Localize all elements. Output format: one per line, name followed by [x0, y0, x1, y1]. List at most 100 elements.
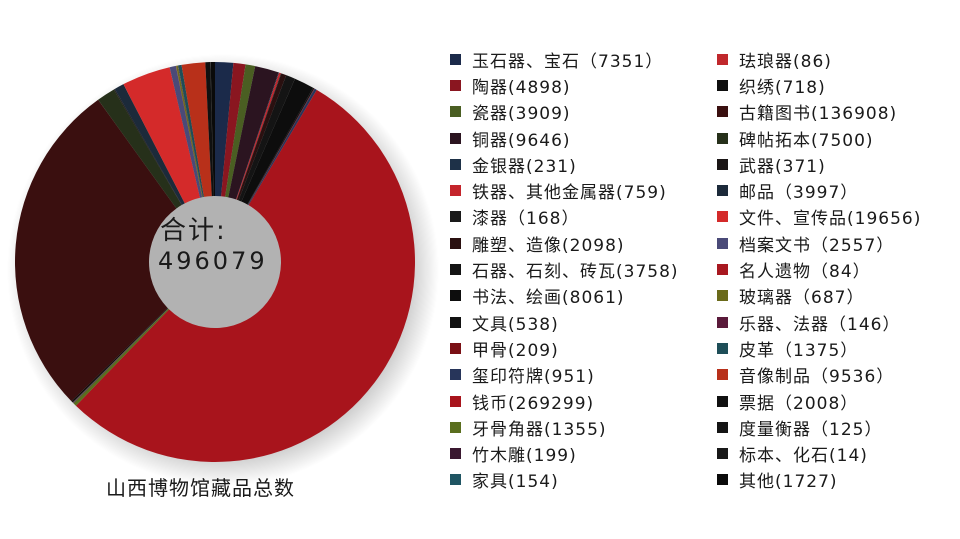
legend-item: 票据（2008）: [717, 388, 921, 414]
pie-slice-15: [73, 308, 170, 406]
pie-slice-30: [181, 62, 212, 197]
pie-slice-14: [75, 89, 416, 463]
legend-label: 度量衡器（125）: [739, 419, 883, 440]
pie-slice-13: [247, 88, 317, 206]
legend-swatch: [450, 237, 461, 249]
legend-swatch: [717, 421, 728, 433]
legend-item: 标本、化石(14): [717, 440, 921, 466]
legend-swatch: [717, 395, 728, 407]
pie-slice-11: [247, 87, 315, 205]
legend-label: 珐琅器(86): [739, 51, 832, 72]
legend-item: 档案文书（2557）: [717, 230, 921, 256]
pie-slice-9: [238, 75, 295, 202]
legend-label: 书法、绘画(8061): [472, 288, 625, 309]
legend-label: 玺印符牌(951): [472, 367, 595, 388]
legend-item: 石器、石刻、砖瓦(3758): [450, 256, 679, 282]
pie-slice-3: [225, 64, 256, 198]
legend-swatch: [450, 421, 461, 433]
legend-item: 音像制品（9536）: [717, 362, 921, 388]
center-total: 496079: [158, 247, 268, 275]
pie-slice-18: [72, 308, 169, 403]
pie-slice-23: [114, 84, 185, 205]
legend-label: 文件、宣传品(19656): [739, 209, 922, 230]
legend-label: 陶器(4898): [472, 77, 571, 98]
legend-item: 名人遗物（84）: [717, 256, 921, 282]
center-label: 合计:: [160, 216, 227, 246]
legend-label: 甲骨(209): [472, 340, 559, 361]
legend-item: 牙骨角器(1355): [450, 414, 679, 440]
legend-label: 皮革（1375）: [739, 340, 859, 361]
legend-item: 玻璃器（687）: [717, 283, 921, 309]
legend-label: 钱币(269299): [472, 393, 595, 414]
legend-item: 邮品（3997）: [717, 177, 921, 203]
legend-swatch: [717, 342, 728, 354]
legend-item: 文件、宣传品(19656): [717, 204, 921, 230]
legend-swatch: [717, 264, 728, 276]
legend-swatch: [450, 264, 461, 276]
pie-slice-12: [247, 88, 315, 205]
legend-label: 名人遗物（84）: [739, 262, 871, 283]
legend-swatch: [450, 448, 461, 460]
legend-item: 钱币(269299): [450, 388, 679, 414]
legend-item: 雕塑、造像(2098): [450, 230, 679, 256]
pie-slice-7: [236, 73, 282, 200]
pie-slice-33: [210, 62, 214, 197]
legend-label: 织绣(718): [739, 77, 826, 98]
pie-slice-2: [221, 62, 246, 197]
legend-item: 文具(538): [450, 309, 679, 335]
legend-label: 票据（2008）: [739, 393, 859, 414]
pie-slice-34: [210, 62, 215, 197]
legend-item: 竹木雕(199): [450, 440, 679, 466]
legend-label: 玻璃器（687）: [739, 288, 865, 309]
legend-item: 铜器(9646): [450, 125, 679, 151]
legend-label: 碑帖拓本(7500): [739, 130, 874, 151]
pie-slice-24: [123, 67, 201, 204]
legend-swatch: [450, 106, 461, 118]
legend-label: 铜器(9646): [472, 130, 571, 151]
pie-slice-28: [177, 65, 203, 198]
legend-label: 武器(371): [739, 156, 826, 177]
pie-slice-4: [228, 66, 279, 200]
legend-swatch: [450, 211, 461, 223]
legend-label: 古籍图书(136908): [739, 104, 898, 125]
chart-title: 山西博物馆藏品总数: [106, 476, 295, 500]
legend-label: 邮品（3997）: [739, 183, 859, 204]
legend-label: 竹木雕(199): [472, 446, 577, 467]
legend-swatch: [450, 474, 461, 486]
legend-label: 石器、石刻、砖瓦(3758): [472, 262, 679, 283]
pie-slice-19: [71, 307, 169, 403]
legend-item: 金银器(231): [450, 151, 679, 177]
pie-slice-27: [176, 65, 203, 198]
legend-swatch: [450, 53, 461, 65]
legend-swatch: [450, 79, 461, 91]
legend-item: 甲骨(209): [450, 335, 679, 361]
legend-item: 珐琅器(86): [717, 46, 921, 72]
legend-label: 瓷器(3909): [472, 104, 571, 125]
legend-column-left: 玉石器、宝石（7351） 陶器(4898) 瓷器(3909) 铜器(9646) 金银器(…: [450, 46, 679, 493]
pie-slice-29: [178, 64, 204, 198]
legend-item: 碑帖拓本(7500): [717, 125, 921, 151]
pie-slice-6: [236, 72, 281, 200]
legend-swatch: [717, 106, 728, 118]
pie-slice-22: [113, 88, 182, 206]
legend-swatch: [717, 132, 728, 144]
pie-slice-21: [98, 89, 182, 209]
legend-label: 家具(154): [472, 472, 559, 493]
legend-swatch: [717, 316, 728, 328]
legend-label: 其他(1727): [739, 472, 838, 493]
legend-swatch: [717, 211, 728, 223]
legend-item: 乐器、法器（146）: [717, 309, 921, 335]
legend-item: 漆器（168）: [450, 204, 679, 230]
pie-slice-26: [175, 65, 203, 198]
legend-item: 家具(154): [450, 467, 679, 493]
legend-label: 档案文书（2557）: [739, 235, 895, 256]
legend-item: 皮革（1375）: [717, 335, 921, 361]
pie-slice-16: [73, 308, 169, 404]
legend-item: 织绣(718): [717, 72, 921, 98]
legend-swatch: [450, 185, 461, 197]
pie-slice-17: [72, 308, 169, 403]
legend-label: 雕塑、造像(2098): [472, 235, 625, 256]
legend-swatch: [450, 290, 461, 302]
pie-slice-25: [169, 65, 203, 198]
